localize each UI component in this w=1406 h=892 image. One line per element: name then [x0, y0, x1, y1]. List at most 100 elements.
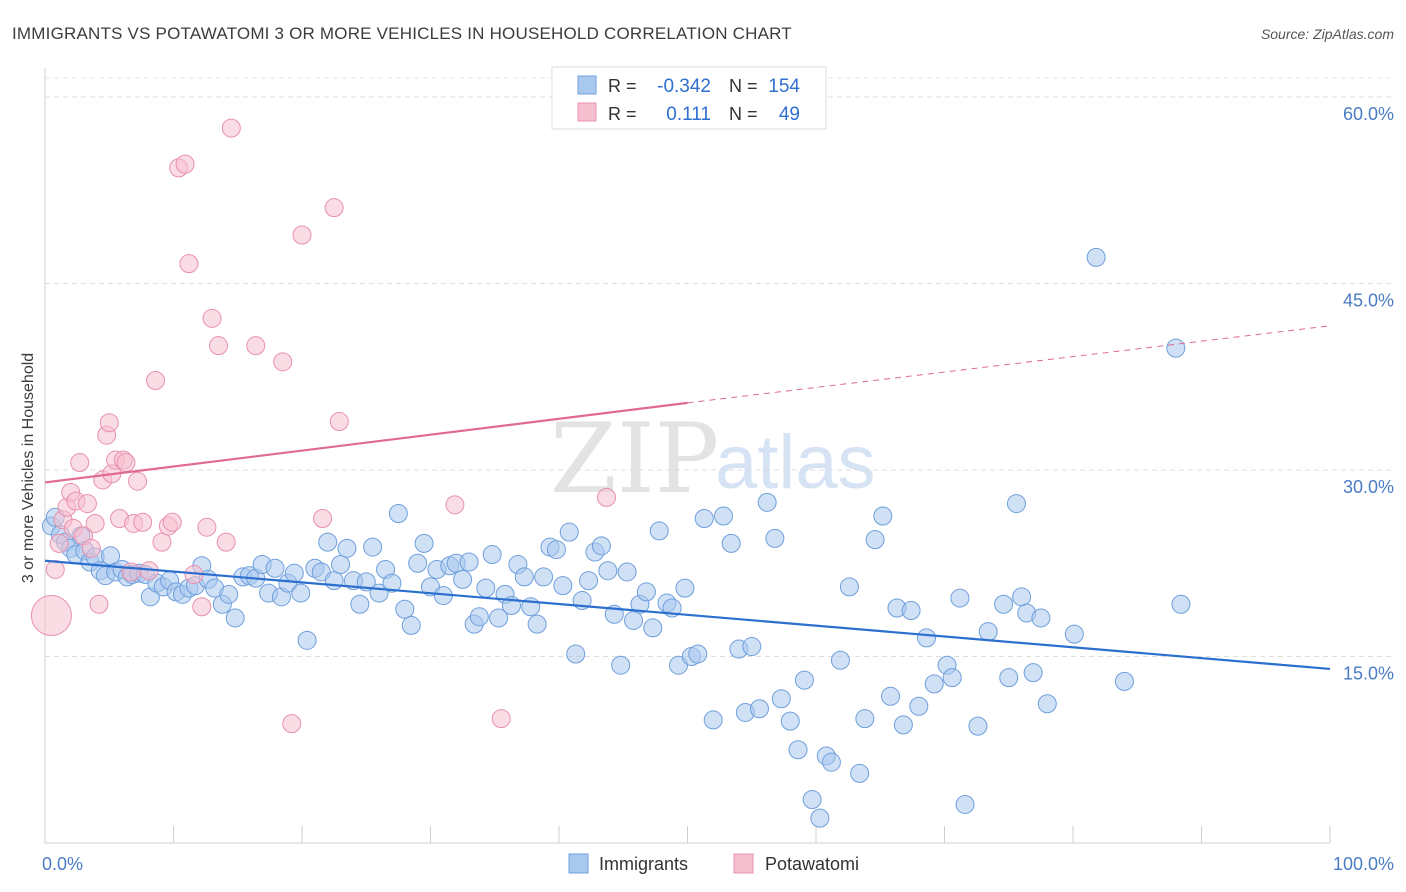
point-immigrants-126 — [855, 709, 875, 729]
stats-legend: R = -0.342 N = 154 R = 0.111 N = 49 — [551, 66, 827, 130]
point-immigrants-47 — [324, 571, 344, 591]
point-potawatomi-28 — [152, 532, 172, 552]
point-potawatomi-13 — [89, 594, 109, 614]
point-immigrants-125 — [850, 763, 870, 783]
point-potawatomi-33 — [179, 254, 199, 274]
point-immigrants-38 — [265, 558, 285, 578]
point-immigrants-73 — [489, 608, 509, 628]
point-immigrants-144 — [1006, 494, 1026, 514]
series-immigrants — [41, 247, 1191, 828]
point-immigrants-53 — [363, 537, 383, 557]
point-immigrants-70 — [469, 607, 489, 627]
point-immigrants-102 — [675, 578, 695, 598]
point-immigrants-138 — [950, 588, 970, 608]
point-immigrants-133 — [909, 696, 929, 716]
point-potawatomi-42 — [273, 352, 293, 372]
point-immigrants-105 — [694, 508, 714, 528]
y-tick-label-30: 30.0% — [1343, 477, 1394, 497]
point-immigrants-90 — [598, 561, 618, 581]
point-immigrants-43 — [297, 630, 317, 650]
series-legend-label-immigrants: Immigrants — [599, 854, 688, 874]
point-immigrants-145 — [1012, 587, 1032, 607]
point-immigrants-80 — [534, 567, 554, 587]
x-tick-label-start: 0.0% — [42, 854, 83, 874]
y-tick-label-60: 60.0% — [1343, 104, 1394, 124]
trend-lines — [44, 325, 1331, 671]
point-immigrants-137 — [942, 668, 962, 688]
point-potawatomi-38 — [208, 336, 228, 356]
axes — [44, 68, 1331, 844]
point-immigrants-139 — [955, 794, 975, 814]
point-immigrants-154 — [1171, 594, 1191, 614]
legend-n-value-potawatomi: 49 — [779, 104, 800, 125]
point-immigrants-92 — [611, 655, 631, 675]
legend-n-value-immigrants: 154 — [768, 76, 800, 97]
x-tick-label-end: 100.0% — [1333, 854, 1394, 874]
point-immigrants-67 — [453, 569, 473, 589]
point-potawatomi-25 — [133, 512, 153, 532]
point-potawatomi-41 — [246, 336, 266, 356]
trend-line-immigrants — [44, 559, 1331, 671]
series-legend-swatch-potawatomi — [733, 853, 754, 874]
point-immigrants-46 — [318, 532, 338, 552]
point-immigrants-51 — [350, 594, 370, 614]
point-immigrants-60 — [408, 553, 428, 573]
point-potawatomi-0 — [30, 594, 72, 636]
trend-line-potawatomi-extension — [687, 325, 1331, 404]
point-immigrants-122 — [821, 752, 841, 772]
legend-r-label-potawatomi: R = — [608, 104, 637, 124]
point-immigrants-108 — [721, 533, 741, 553]
point-immigrants-61 — [414, 533, 434, 553]
point-immigrants-107 — [713, 506, 733, 526]
point-immigrants-131 — [893, 715, 913, 735]
legend-swatch-immigrants — [577, 75, 597, 95]
point-potawatomi-43 — [282, 714, 302, 734]
point-immigrants-135 — [924, 674, 944, 694]
point-immigrants-127 — [865, 530, 885, 550]
point-immigrants-106 — [703, 710, 723, 730]
legend-n-label-immigrants: N = — [729, 76, 758, 96]
y-tick-label-15: 15.0% — [1343, 664, 1394, 684]
point-immigrants-68 — [459, 552, 479, 572]
tick-labels: 15.0% 30.0% 45.0% 60.0% 0.0% 100.0% — [42, 104, 1394, 874]
point-immigrants-120 — [810, 808, 830, 828]
point-immigrants-147 — [1023, 663, 1043, 683]
legend-r-value-immigrants: -0.342 — [657, 76, 711, 97]
point-immigrants-31 — [219, 584, 239, 604]
watermark-zip: ZIP — [550, 403, 719, 515]
point-potawatomi-47 — [329, 412, 349, 432]
point-potawatomi-21 — [116, 453, 136, 473]
point-potawatomi-40 — [221, 118, 241, 138]
point-potawatomi-27 — [146, 370, 166, 390]
point-immigrants-58 — [395, 599, 415, 619]
point-immigrants-114 — [765, 528, 785, 548]
point-immigrants-93 — [617, 562, 637, 582]
point-immigrants-82 — [546, 540, 566, 560]
point-immigrants-79 — [527, 614, 547, 634]
point-immigrants-118 — [794, 670, 814, 690]
point-immigrants-77 — [514, 567, 534, 587]
point-immigrants-48 — [331, 554, 351, 574]
point-immigrants-152 — [1114, 671, 1134, 691]
point-potawatomi-16 — [99, 413, 119, 433]
point-potawatomi-24 — [128, 471, 148, 491]
stats-legend-box — [551, 66, 827, 130]
point-potawatomi-36 — [197, 517, 217, 537]
point-immigrants-153 — [1166, 338, 1186, 358]
point-immigrants-49 — [337, 538, 357, 558]
point-potawatomi-10 — [77, 494, 97, 514]
point-immigrants-94 — [624, 610, 644, 630]
series-legend-swatch-immigrants — [568, 853, 589, 874]
point-immigrants-42 — [291, 583, 311, 603]
point-potawatomi-32 — [175, 154, 195, 174]
point-immigrants-112 — [749, 699, 769, 719]
point-immigrants-123 — [830, 650, 850, 670]
point-immigrants-132 — [901, 600, 921, 620]
point-immigrants-83 — [553, 576, 573, 596]
point-immigrants-87 — [579, 571, 599, 591]
point-potawatomi-35 — [192, 597, 212, 617]
point-potawatomi-46 — [324, 198, 344, 218]
point-potawatomi-1 — [45, 559, 65, 579]
point-immigrants-142 — [994, 594, 1014, 614]
